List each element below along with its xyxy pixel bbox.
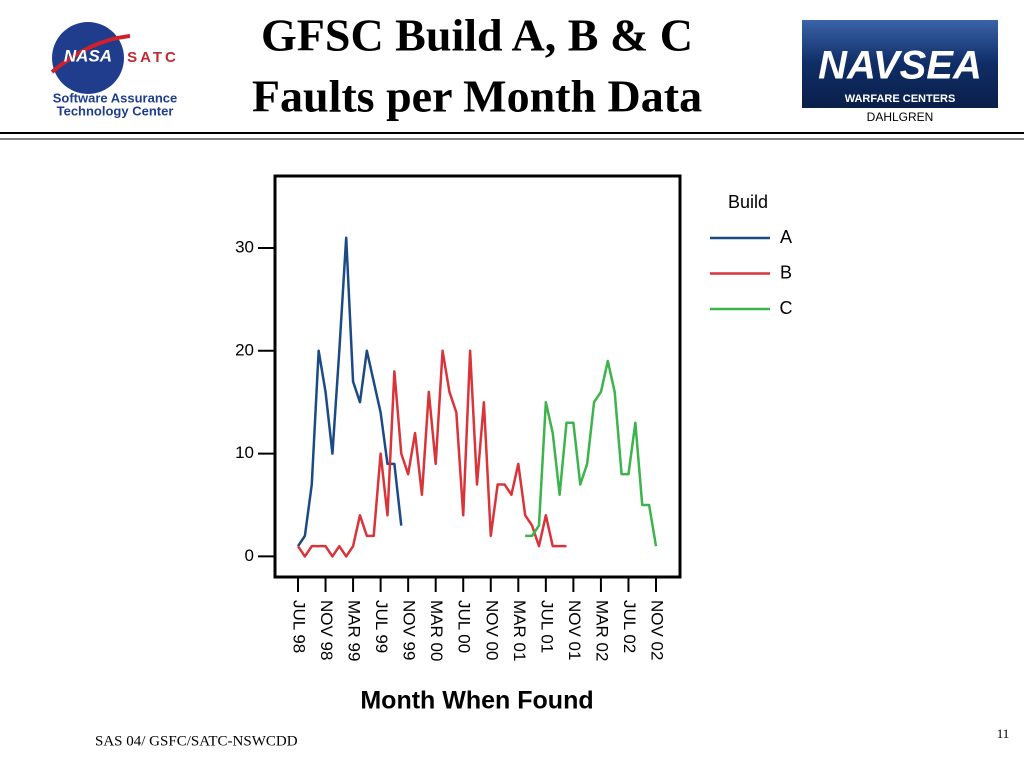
- x-tick-label: MAR 00: [427, 600, 446, 661]
- chart-title: GFSC Build A, B & C: [261, 10, 693, 61]
- legend-label: B: [780, 262, 792, 282]
- x-tick-label: JUL 99: [372, 600, 391, 653]
- x-tick-label: MAR 01: [510, 600, 529, 661]
- series-line: [525, 359, 658, 547]
- chart-title: Faults per Month Data: [252, 71, 702, 122]
- legend-label: A: [780, 227, 792, 247]
- emblem-text: NASA: [64, 46, 112, 65]
- page-number: 11: [997, 726, 1010, 741]
- x-tick-label: NOV 00: [482, 600, 501, 660]
- logo-name: NAVSEA: [818, 44, 982, 88]
- x-axis-label: Month When Found: [360, 687, 593, 715]
- legend-label: C: [780, 298, 793, 318]
- y-tick-label: 10: [235, 443, 254, 462]
- logo-name: SATC: [127, 49, 179, 66]
- x-tick-label: NOV 98: [317, 600, 336, 660]
- logo-line: Software Assurance: [53, 90, 178, 105]
- x-tick-label: MAR 99: [345, 600, 364, 661]
- x-tick-label: JUL 01: [537, 600, 556, 653]
- x-tick-label: JUL 00: [455, 600, 474, 653]
- logo-site: DAHLGREN: [867, 110, 934, 124]
- legend-title: Build: [728, 192, 768, 212]
- plot-frame: [273, 174, 682, 579]
- x-tick-label: NOV 99: [400, 600, 419, 660]
- x-tick-label: JUL 02: [620, 600, 639, 653]
- x-tick-label: NOV 02: [648, 600, 667, 660]
- y-tick-label: 20: [235, 340, 254, 359]
- logo-line: Technology Center: [57, 103, 174, 118]
- x-tick-label: MAR 02: [592, 600, 611, 661]
- series-line: [296, 236, 403, 547]
- x-tick-label: JUL 98: [290, 600, 309, 653]
- footer-text: SAS 04/ GSFC/SATC-NSWCDD: [95, 733, 298, 749]
- y-tick-label: 30: [235, 237, 254, 256]
- logo-subtitle: WARFARE CENTERS: [845, 93, 956, 105]
- emblem-swoosh: [50, 34, 131, 74]
- y-tick-label: 0: [245, 546, 254, 565]
- x-tick-label: NOV 01: [565, 600, 584, 660]
- series-line: [296, 349, 567, 558]
- navsea-logo: [802, 20, 998, 108]
